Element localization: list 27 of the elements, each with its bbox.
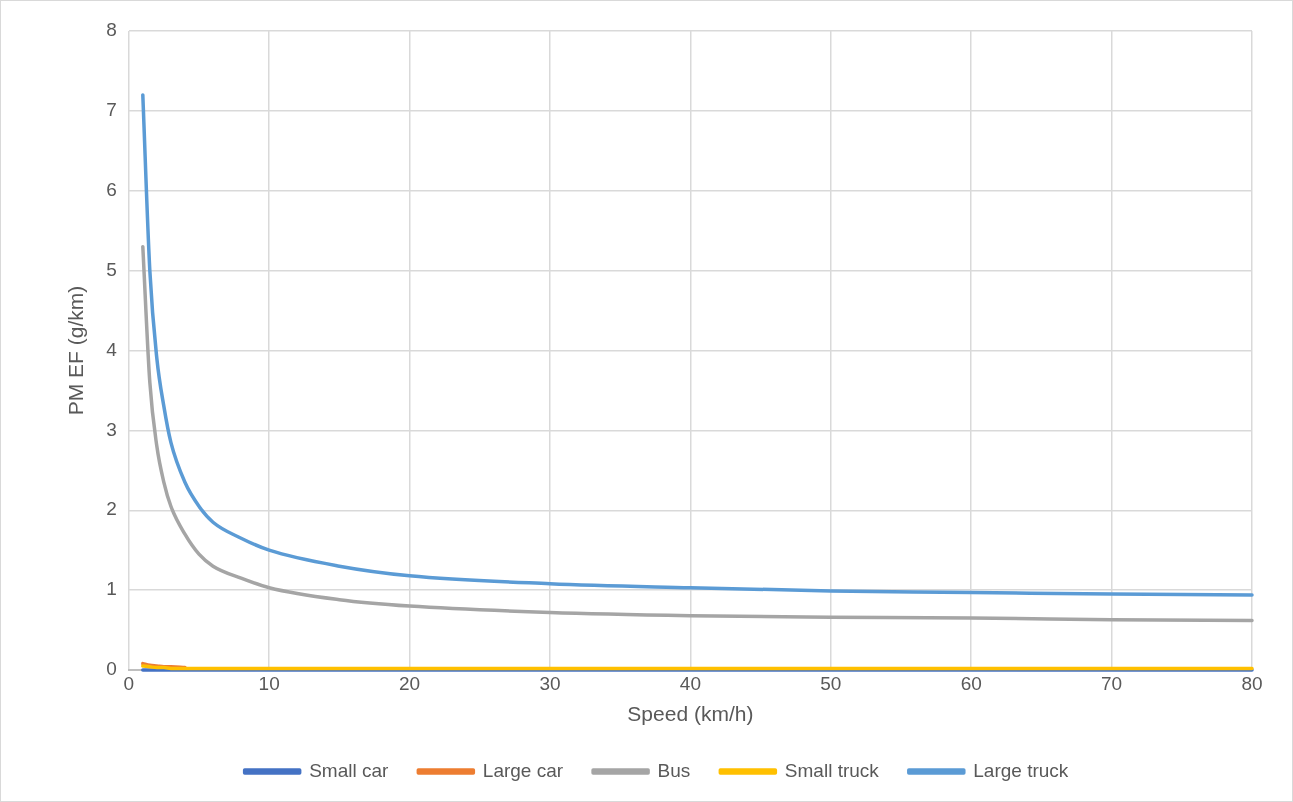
legend-label: Small truck <box>784 759 880 781</box>
y-tick-label: 3 <box>106 418 117 440</box>
x-tick-label: 10 <box>258 672 280 694</box>
y-tick-label: 1 <box>106 578 117 600</box>
y-axis-title: PM EF (g/km) <box>64 285 88 416</box>
line-series <box>141 93 1254 597</box>
legend-label: Large truck <box>973 759 1069 781</box>
x-axis-title: Speed (km/h) <box>627 702 754 726</box>
legend-label: Bus <box>657 759 691 781</box>
x-tick-label: 30 <box>539 672 561 694</box>
x-tick-label: 50 <box>820 672 842 694</box>
y-tick-label: 6 <box>106 178 117 200</box>
y-tick-label: 7 <box>106 99 117 121</box>
x-tick-label: 40 <box>679 672 701 694</box>
legend-label: Small car <box>309 759 390 781</box>
y-tick-label: 5 <box>106 258 117 280</box>
y-tick-label: 0 <box>106 658 117 680</box>
line-series <box>141 244 1254 623</box>
y-tick-label: 4 <box>106 338 118 360</box>
legend-label: Large car <box>482 759 564 781</box>
x-tick-label: 60 <box>960 672 982 694</box>
y-tick-label: 2 <box>106 498 117 520</box>
x-tick-label: 80 <box>1241 672 1263 694</box>
x-tick-label: 20 <box>399 672 421 694</box>
y-tick-label: 8 <box>106 19 117 41</box>
x-tick-label: 0 <box>123 672 135 694</box>
x-tick-label: 70 <box>1101 672 1123 694</box>
